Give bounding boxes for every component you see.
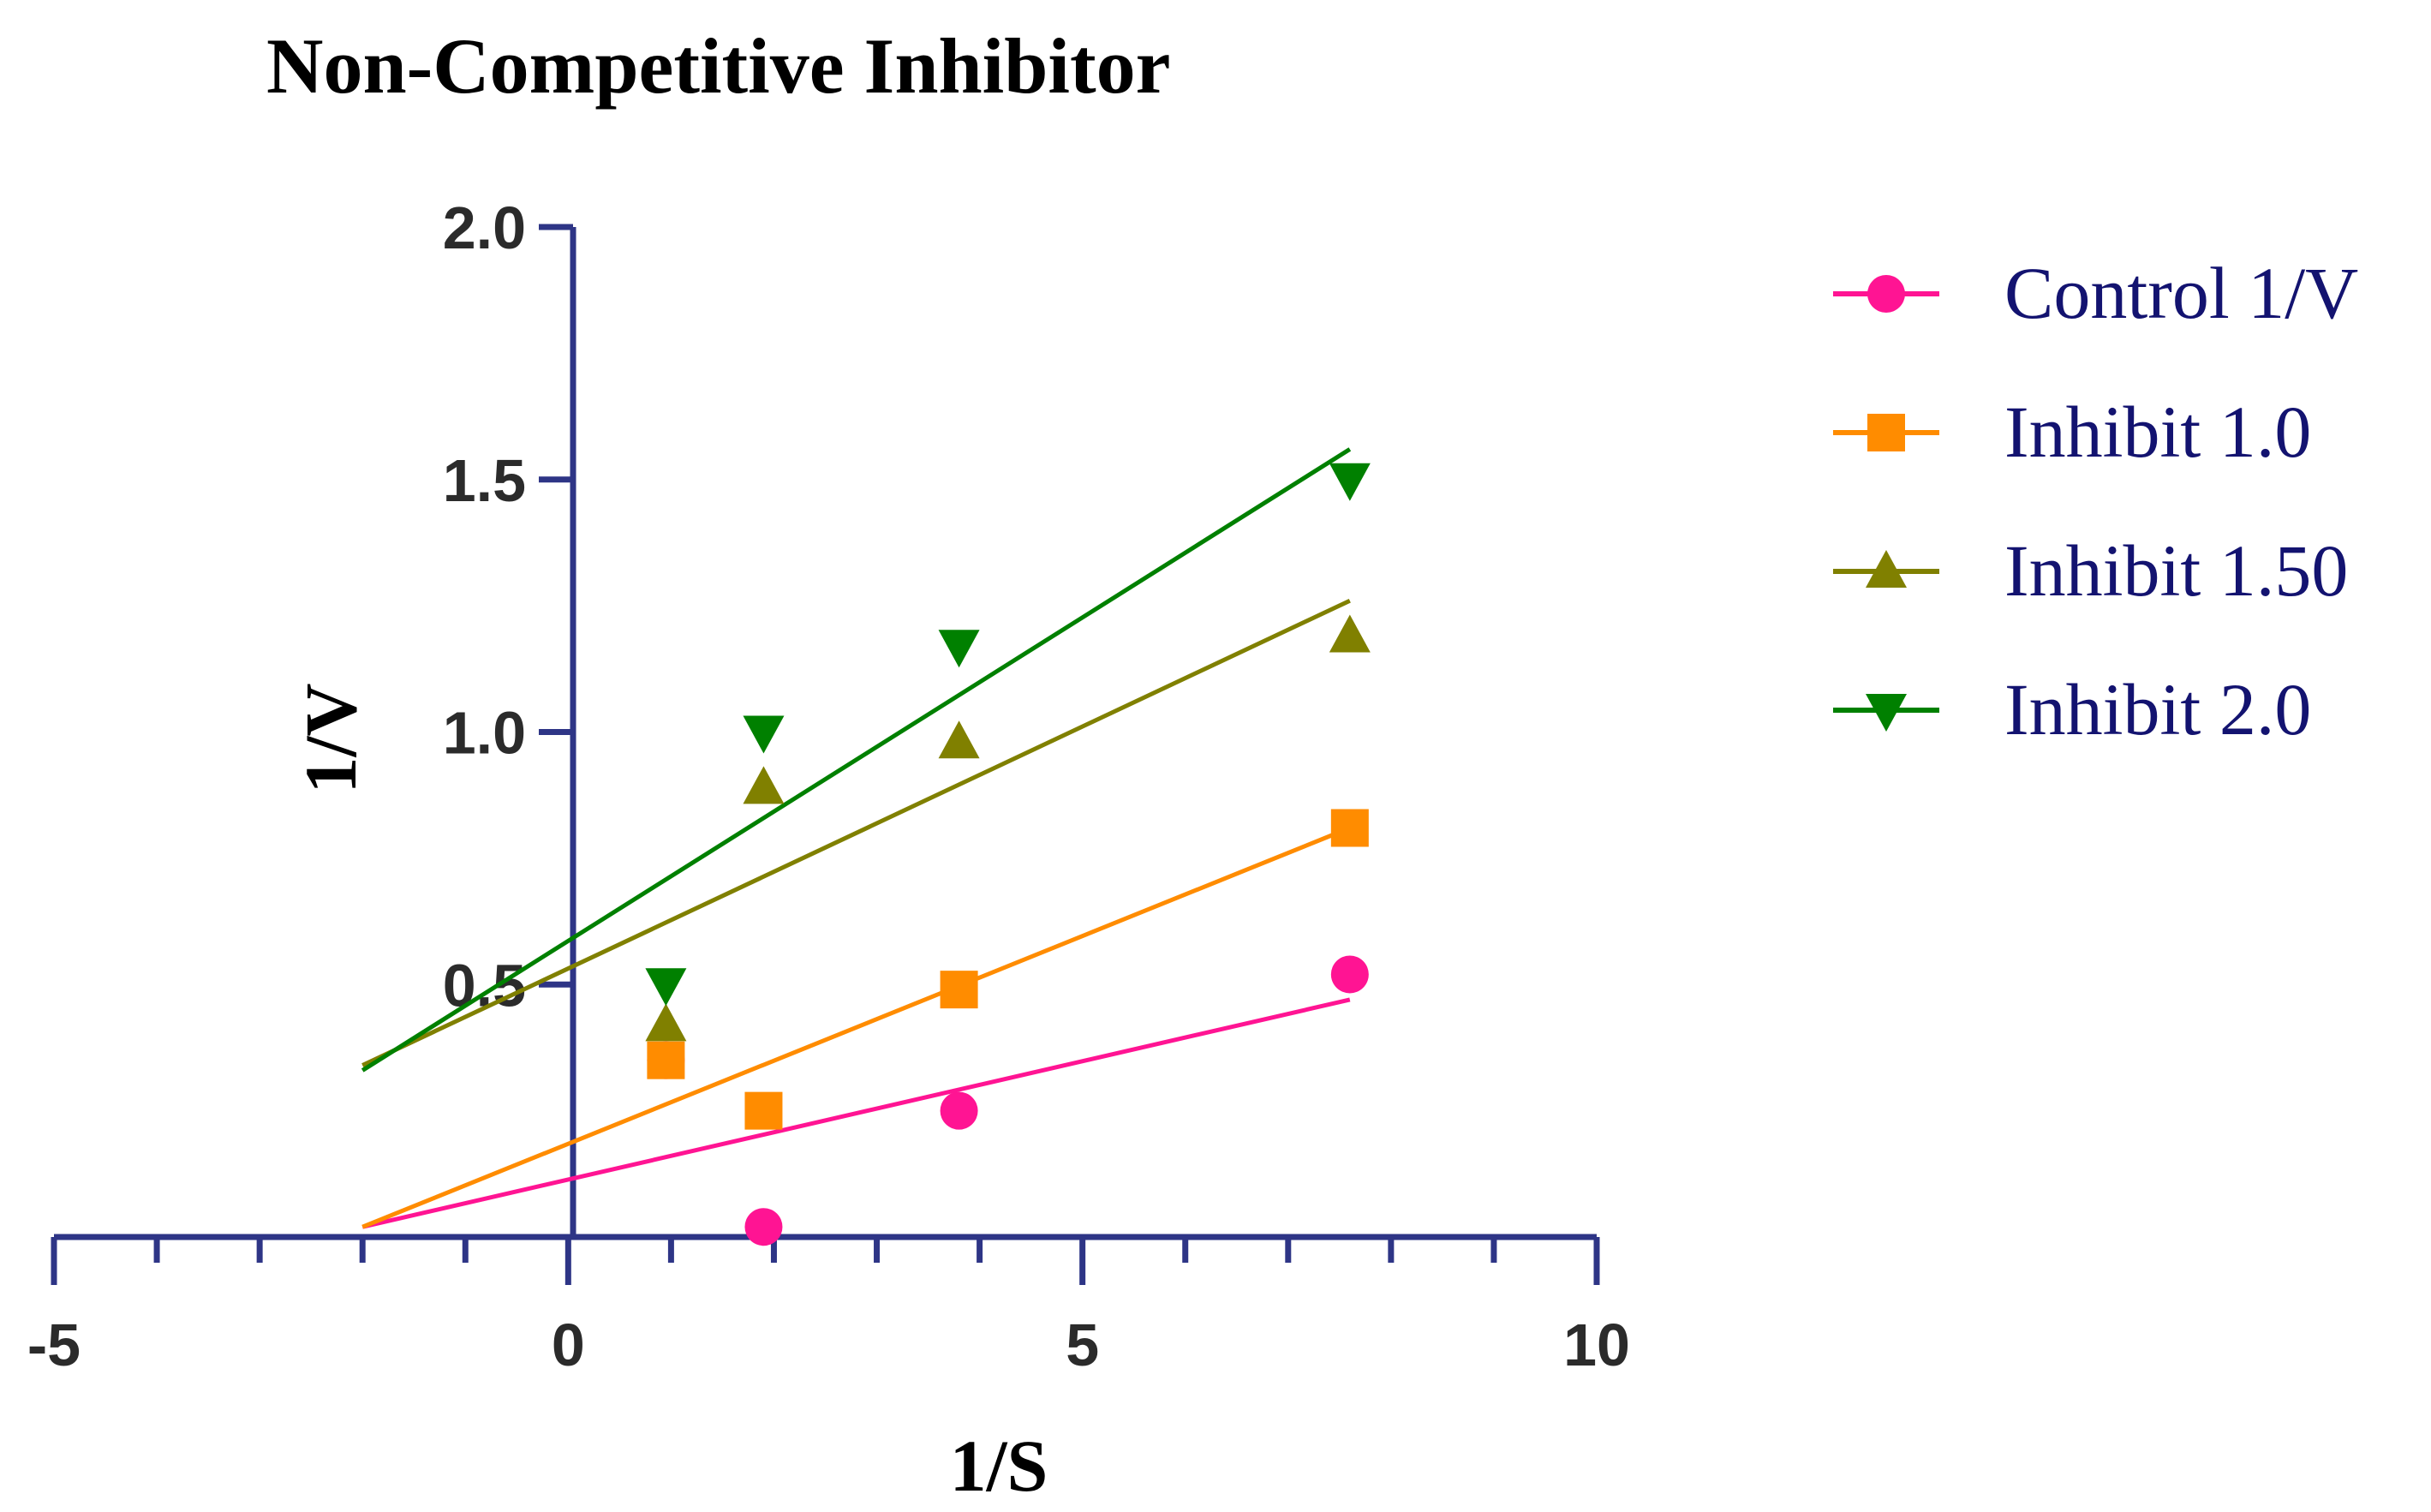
data-point	[647, 1041, 685, 1079]
plot-area: -5 0 5 100.51.01.52.0	[27, 194, 1630, 1378]
data-point	[940, 971, 978, 1009]
x-axis-label: 1/S	[950, 1425, 1048, 1507]
y-tick-label: 2.0	[443, 194, 526, 261]
data-point	[645, 1003, 687, 1042]
data-point	[1329, 614, 1371, 653]
legend-marker	[1866, 550, 1907, 588]
data-point	[1329, 463, 1371, 501]
y-tick-label: 1.5	[443, 447, 526, 514]
x-tick-label: 10	[1563, 1312, 1630, 1378]
legend-marker	[1867, 414, 1905, 451]
fit-line	[361, 997, 1351, 1229]
data-point	[938, 630, 980, 668]
data-point	[938, 720, 980, 759]
data-point	[1330, 955, 1369, 994]
legend: Control 1/V Inhibit 1.0 Inhibit 1.50 Inhibi…	[1833, 252, 2358, 750]
legend-label: Inhibit 1.0	[2004, 391, 2311, 473]
legend-marker	[1867, 275, 1905, 313]
y-axis-label: 1/V	[290, 684, 372, 794]
legend-label: Inhibit 2.0	[2004, 668, 2311, 750]
y-tick-label: 1.0	[443, 700, 526, 767]
legend-label: Control 1/V	[2004, 252, 2358, 334]
data-point	[743, 766, 785, 804]
data-point	[645, 968, 687, 1007]
data-point	[940, 1091, 978, 1130]
data-point	[743, 715, 785, 754]
x-tick-label: 0	[552, 1312, 585, 1378]
data-point	[744, 1091, 783, 1130]
legend-label: Inhibit 1.50	[2004, 529, 2348, 612]
chart-title: Non-Competitive Inhibitor	[266, 22, 1170, 110]
data-point	[744, 1208, 783, 1246]
legend-marker	[1866, 694, 1907, 732]
fit-line	[361, 598, 1351, 1067]
fit-line	[361, 447, 1352, 1073]
fit-line	[361, 826, 1351, 1229]
data-point	[1330, 809, 1369, 847]
x-tick-label: -5	[27, 1312, 81, 1378]
x-tick-label: 5	[1066, 1312, 1099, 1378]
